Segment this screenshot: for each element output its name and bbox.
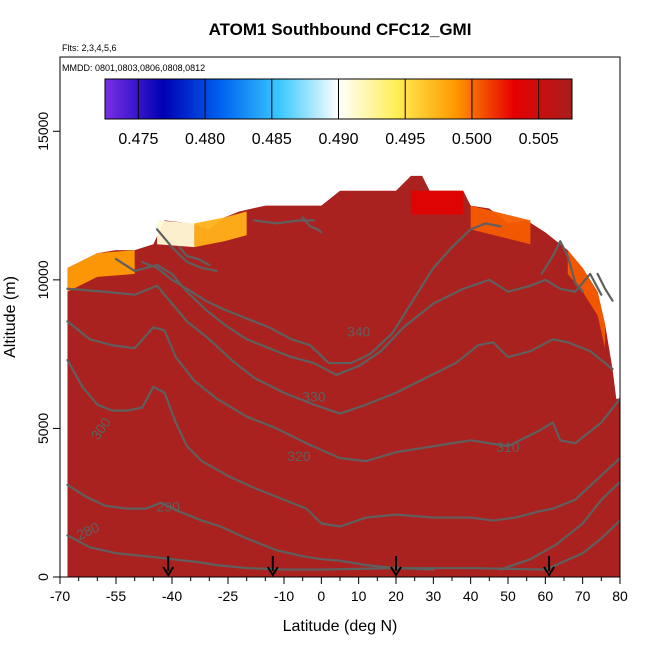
- y-tick-label: 5000: [35, 413, 51, 444]
- x-tick-label: 40: [463, 588, 479, 604]
- heatmap-main-region: [67, 175, 620, 577]
- contour-line-12: [540, 240, 584, 293]
- x-axis-label: Latitude (deg N): [283, 618, 398, 635]
- dates-note: MMDD: 0801,0803,0806,0808,0812: [62, 63, 205, 73]
- chart-title: ATOM1 Southbound CFC12_GMI: [209, 20, 472, 39]
- x-tick-label: 0: [317, 588, 325, 604]
- contour-line-310: [66, 320, 620, 463]
- contour-label-330: 330: [302, 389, 326, 405]
- contour-line-320: [66, 284, 614, 415]
- colorbar-tick-label: 0.500: [452, 131, 492, 148]
- y-tick-label: 10000: [35, 260, 51, 299]
- heatmap-edge-band-5: [567, 250, 606, 349]
- contour-label-320: 320: [287, 448, 311, 464]
- contour-line-300: [66, 358, 620, 528]
- y-axis-label: Altitude (m): [2, 276, 19, 358]
- heatmap-edge-band-1: [157, 220, 195, 248]
- contour-line-11: [301, 216, 323, 234]
- colorbar-tick-label: 0.485: [252, 131, 292, 148]
- x-tick-label: -55: [106, 588, 126, 604]
- heatmap-edge-band-3: [410, 190, 464, 215]
- x-tick-label: 20: [388, 588, 404, 604]
- contour-line-8: [155, 228, 218, 273]
- x-tick-label: 80: [612, 588, 628, 604]
- contour-line-13: [596, 272, 614, 302]
- flight-arrow-head-0: [162, 566, 175, 577]
- y-tick-label: 0: [35, 573, 51, 581]
- contour-label-340: 340: [347, 323, 371, 339]
- x-tick-label: 10: [351, 588, 367, 604]
- x-tick-label: 70: [575, 588, 591, 604]
- contour-line-280: [66, 519, 620, 571]
- flights-note: Flts: 2,3,4,5,6: [62, 43, 117, 53]
- contour-line-330: [114, 257, 603, 377]
- contour-line-340: [141, 222, 502, 365]
- y-tick-label: 15000: [35, 112, 51, 151]
- x-tick-label: -70: [50, 588, 70, 604]
- contour-label-290: 290: [157, 499, 181, 515]
- heatmap-edge-band-2: [194, 211, 247, 248]
- contour-label-310: 310: [496, 439, 520, 455]
- x-axis: -70 -55 -40 -25 -10 0 10 20 30 40 50 60 70 80: [50, 577, 628, 604]
- colorbar: 0.475 0.480 0.485 0.490 0.495 0.500 0.505: [104, 78, 573, 148]
- x-tick-label: 30: [426, 588, 442, 604]
- colorbar-tick-label: 0.490: [318, 131, 358, 148]
- colorbar-tick-label: 0.505: [519, 131, 559, 148]
- flight-arrow-head-2: [390, 566, 402, 577]
- x-tick-label: -40: [162, 588, 182, 604]
- heatmap-edge-band-4: [470, 205, 531, 245]
- colorbar-tick-label: 0.475: [118, 131, 158, 148]
- x-tick-label: -25: [218, 588, 238, 604]
- colorbar-ticks: 0.475 0.480 0.485 0.490 0.495 0.500 0.505: [118, 79, 559, 148]
- x-tick-label: 60: [538, 588, 554, 604]
- colorbar-tick-label: 0.480: [185, 131, 225, 148]
- heatmap-field: [67, 175, 620, 577]
- flight-arrow-head-3: [543, 566, 555, 577]
- contour-line-290: [66, 483, 435, 571]
- flight-arrow-head-1: [266, 566, 279, 577]
- contour-line-9: [178, 246, 211, 267]
- x-tick-label: 50: [500, 588, 516, 604]
- x-tick-label: -10: [274, 588, 294, 604]
- colorbar-tick-label: 0.495: [385, 131, 425, 148]
- flight-arrows: [162, 556, 555, 577]
- contour-line-2: [499, 480, 620, 571]
- y-axis: 0 5000 10000 15000: [35, 112, 60, 581]
